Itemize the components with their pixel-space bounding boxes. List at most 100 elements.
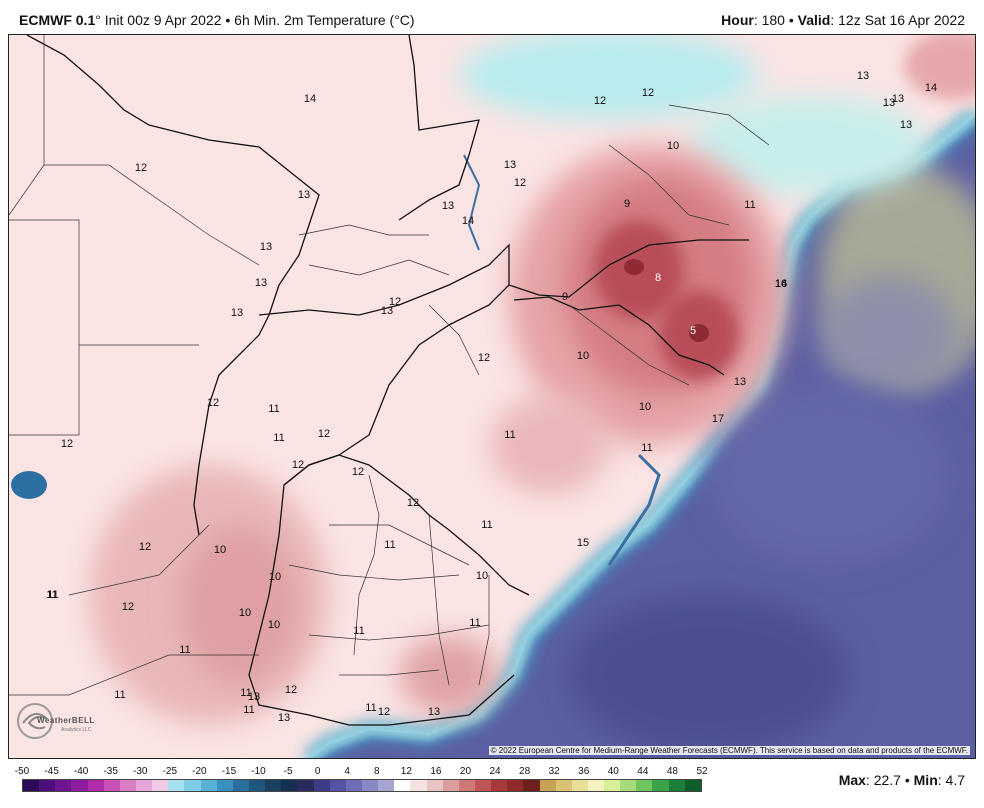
colorbar-swatch xyxy=(474,780,492,791)
contour-label: 14 xyxy=(303,93,317,105)
min-label: Min xyxy=(913,772,938,788)
contour-label: 13 xyxy=(899,119,913,131)
valid-value: : 12z Sat 16 Apr 2022 xyxy=(830,12,965,28)
max-label: Max xyxy=(838,772,866,788)
colorbar-swatch xyxy=(378,780,395,791)
colorbar-swatch xyxy=(232,780,249,791)
colorbar-tick-label: 48 xyxy=(666,766,678,777)
colorbar-swatch xyxy=(168,780,185,791)
contour-label: 10 xyxy=(238,607,252,619)
colorbar-tick-label: -15 xyxy=(221,766,237,777)
colorbar-swatch xyxy=(200,780,217,791)
contour-label: 13 xyxy=(733,376,747,388)
contour-label: 12 xyxy=(388,296,402,308)
colorbar-tick-label: 36 xyxy=(578,766,590,777)
contour-label: 11 xyxy=(114,689,126,701)
colorbar-tick-label: 52 xyxy=(696,766,708,777)
contour-label: 12 xyxy=(477,352,491,364)
contour-label: 11 xyxy=(268,403,280,415)
colorbar-tick-label: -45 xyxy=(44,766,59,777)
colorbar-tick-label: -40 xyxy=(73,766,89,777)
contour-label: 10 xyxy=(213,544,227,556)
contour-label: 12 xyxy=(351,466,365,478)
contour-label: 12 xyxy=(317,428,331,440)
contour-label: 14 xyxy=(774,278,788,290)
contour-label: 17 xyxy=(711,413,725,425)
colorbar-tick-label: 40 xyxy=(607,766,619,777)
colorbar-tick-label: 12 xyxy=(400,766,412,777)
contour-label: 12 xyxy=(641,87,655,99)
colorbar-swatch xyxy=(620,780,637,791)
contour-label: 11 xyxy=(47,589,59,601)
colorbar-tick-label: 44 xyxy=(637,766,649,777)
contour-label: 10 xyxy=(638,401,652,413)
temperature-map[interactable]: 14 12 12 13 13 13 14 12 10 13 12 13 13 9… xyxy=(8,34,976,759)
min-value: : 4.7 xyxy=(937,772,965,788)
init-time: Init 00z 9 Apr 2022 xyxy=(100,12,222,28)
contour-label: 10 xyxy=(576,350,590,362)
colorbar-tick-label: 0 xyxy=(314,766,321,777)
separator: • xyxy=(784,12,798,28)
contour-label: 13 xyxy=(891,93,905,105)
contour-label: 16 xyxy=(774,278,788,290)
contour-label: 13 xyxy=(380,305,394,317)
contour-label: 13 xyxy=(882,97,896,109)
map-title: ECMWF 0.1° Init 00z 9 Apr 2022 • 6h Min.… xyxy=(19,12,415,28)
contour-label: 12 xyxy=(593,95,607,107)
contour-label: 9 xyxy=(561,291,569,303)
product-name: 6h Min. 2m Temperature (°C) xyxy=(234,12,415,28)
colorbar-swatch xyxy=(361,780,379,791)
contour-label: 11 xyxy=(179,644,191,656)
copyright-notice: © 2022 European Centre for Medium-Range … xyxy=(488,746,970,755)
colorbar-swatch xyxy=(458,780,475,791)
colorbar-swatch xyxy=(216,780,233,791)
colorbar-tick-label: -10 xyxy=(251,766,266,777)
contour-label: 11 xyxy=(353,625,365,637)
hour-value: : 180 xyxy=(753,12,785,28)
contour-label: 15 xyxy=(576,537,590,549)
colorbar-swatch xyxy=(39,780,56,791)
colorbar-swatch xyxy=(135,780,153,791)
colorbar-tick-labels: -50 -45 -40 -35 -30 -25 -20 -15 -10 -5 0 4 8 12 16 20 24… xyxy=(15,766,708,778)
colorbar-tick-label: 16 xyxy=(430,766,442,777)
colorbar-swatch xyxy=(668,780,685,791)
contour-label: 13 xyxy=(259,241,273,253)
map-header: ECMWF 0.1° Init 00z 9 Apr 2022 • 6h Min.… xyxy=(0,0,984,34)
contour-label: 10 xyxy=(267,619,281,631)
contour-label: 10 xyxy=(268,571,282,583)
contour-label: 13 xyxy=(254,277,268,289)
logo-subtext: Analytics LLC xyxy=(61,727,92,733)
model-name: ECMWF 0.1 xyxy=(19,12,96,28)
colorbar-tick-label: -50 xyxy=(14,766,30,777)
colorbar-swatch xyxy=(491,780,508,791)
contour-label: 12 xyxy=(291,459,305,471)
colorbar-swatch xyxy=(23,780,40,791)
colorbar-swatch xyxy=(604,780,621,791)
ocean xyxy=(311,116,975,758)
colorbar-swatch xyxy=(184,780,201,791)
temperature-colorbar xyxy=(22,779,702,792)
contour-label: 12 xyxy=(513,177,527,189)
colorbar-swatch xyxy=(539,780,556,791)
contour-label: 16 xyxy=(774,278,788,290)
contour-label: 12 xyxy=(284,684,298,696)
contour-label: 11 xyxy=(744,199,756,211)
contour-label: 5 xyxy=(689,325,697,337)
contour-label: 12 xyxy=(206,397,220,409)
colorbar-swatch xyxy=(636,780,653,791)
colorbar-swatch xyxy=(345,780,362,791)
contour-label: 10 xyxy=(475,570,489,582)
colorbar-swatch xyxy=(71,780,88,791)
colorbar-swatch xyxy=(555,780,572,791)
contour-label: 12 xyxy=(121,601,135,613)
colorbar-swatch xyxy=(248,780,266,791)
contour-label: 11 xyxy=(46,589,58,601)
contour-label: 11 xyxy=(365,702,377,714)
contour-label: 9 xyxy=(623,198,631,210)
contour-label: 13 xyxy=(277,712,291,724)
degree-mark: ° xyxy=(95,12,101,28)
colorbar-swatch xyxy=(507,780,524,791)
colorbar-swatch xyxy=(297,780,314,791)
colorbar-swatch xyxy=(313,780,330,791)
contour-label: 8 xyxy=(654,272,662,284)
